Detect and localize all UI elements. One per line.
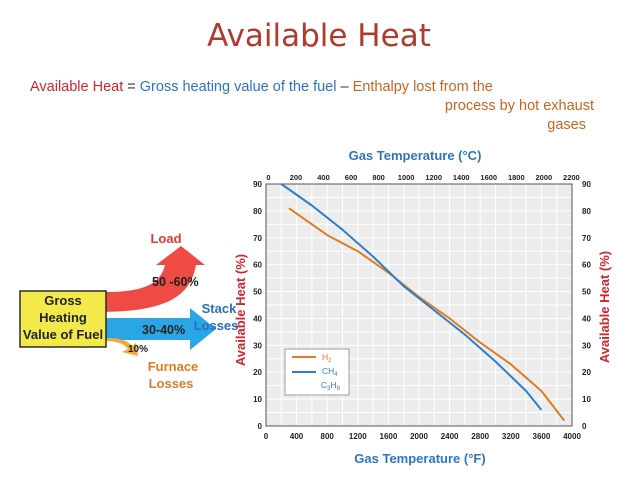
top-tick-label: 1000 [398, 173, 415, 182]
legend-label-h2: H2 [322, 352, 332, 364]
series-line-ch4 [280, 183, 543, 411]
top-tick-label: 2200 [563, 173, 580, 182]
equation-term-gross-heating: Gross heating value of the fuel [139, 79, 337, 95]
equation-equals: = [127, 79, 136, 95]
y-tick-label-right: 80 [582, 207, 591, 216]
equation-term-enthalpy-b: process by hot exhaust [444, 98, 594, 114]
gross-label-1: Gross [44, 293, 82, 308]
plot-frame [265, 183, 573, 427]
y-tick-label-right: 10 [582, 395, 591, 404]
top-tick-label: 1600 [480, 173, 497, 182]
y-tick-label-left: 90 [253, 180, 262, 189]
series-line-h2 [288, 207, 566, 422]
slide-title: Available Heat [207, 18, 431, 54]
x-tick-label: 1200 [349, 432, 367, 441]
y-tick-label-right: 20 [582, 368, 591, 377]
gross-label-2: Heating [39, 310, 87, 325]
furnace-label-2: Losses [149, 376, 194, 391]
gross-heating-box [19, 290, 107, 348]
load-arrow [104, 246, 205, 312]
y-tick-label-left: 20 [253, 368, 262, 377]
furnace-label-1: Furnace [148, 359, 199, 374]
top-tick-label: 400 [317, 173, 330, 182]
x-tick-label: 1600 [380, 432, 398, 441]
equation-term-enthalpy-c: gases [547, 117, 586, 133]
stack-arrow [104, 308, 216, 350]
x-tick-label: 2000 [410, 432, 428, 441]
y-tick-label-right: 60 [582, 261, 591, 270]
furnace-arrow [104, 338, 138, 356]
gross-label-3: Value of Fuel [23, 327, 103, 342]
load-percent: 50 -60% [152, 275, 199, 289]
y-tick-label-left: 10 [253, 395, 262, 404]
furnace-percent: 10% [128, 344, 148, 355]
y-tick-label-left: 70 [253, 234, 262, 243]
y-tick-label-left: 0 [258, 422, 263, 431]
y-tick-label-left: 80 [253, 207, 262, 216]
chart-y-label-left: Available Heat (%) [233, 254, 248, 366]
chart-legend: H2 CH4 C3H8 [284, 348, 350, 396]
equation-term-enthalpy-a: Enthalpy lost from the [352, 79, 493, 95]
equation-minus: – [340, 79, 349, 95]
equation-line-1: Available Heat = Gross heating value of … [30, 78, 493, 97]
top-tick-label: 2000 [536, 173, 553, 182]
y-tick-label-right: 70 [582, 234, 591, 243]
equation-term-available-heat: Available Heat [30, 79, 124, 95]
top-tick-label: 1200 [425, 173, 442, 182]
legend-label-c3h8: C3H8 [321, 380, 341, 392]
x-tick-label: 800 [321, 432, 335, 441]
top-tick-label: 1800 [508, 173, 525, 182]
x-tick-label: 2400 [441, 432, 459, 441]
y-tick-label-right: 30 [582, 341, 591, 350]
x-tick-label: 2800 [471, 432, 489, 441]
top-tick-label: 0 [266, 173, 270, 182]
legend-label-ch4: CH4 [322, 366, 338, 378]
top-tick-label: 800 [372, 173, 385, 182]
y-tick-label-left: 50 [253, 288, 262, 297]
x-tick-label: 0 [264, 432, 269, 441]
chart-x-label: Gas Temperature (°F) [354, 451, 485, 466]
chart-top-title: Gas Temperature (°C) [349, 148, 482, 163]
x-tick-label: 3200 [502, 432, 520, 441]
y-tick-label-right: 90 [582, 180, 591, 189]
stack-percent: 30-40% [142, 323, 185, 337]
top-tick-label: 200 [290, 173, 303, 182]
y-tick-label-right: 50 [582, 288, 591, 297]
top-tick-label: 600 [345, 173, 358, 182]
x-tick-label: 4000 [563, 432, 581, 441]
stack-label-1: Stack [202, 301, 237, 316]
y-tick-label-left: 60 [253, 261, 262, 270]
chart-y-label-right: Available Heat (%) [597, 251, 612, 363]
top-tick-label: 1400 [453, 173, 470, 182]
load-label: Load [150, 231, 181, 246]
y-tick-label-right: 0 [582, 422, 587, 431]
y-tick-label-left: 40 [253, 314, 262, 323]
x-tick-label: 400 [290, 432, 304, 441]
y-tick-label-right: 40 [582, 314, 591, 323]
y-tick-label-left: 30 [253, 341, 262, 350]
x-tick-label: 3600 [533, 432, 551, 441]
stack-label-2: Losses [194, 318, 239, 333]
